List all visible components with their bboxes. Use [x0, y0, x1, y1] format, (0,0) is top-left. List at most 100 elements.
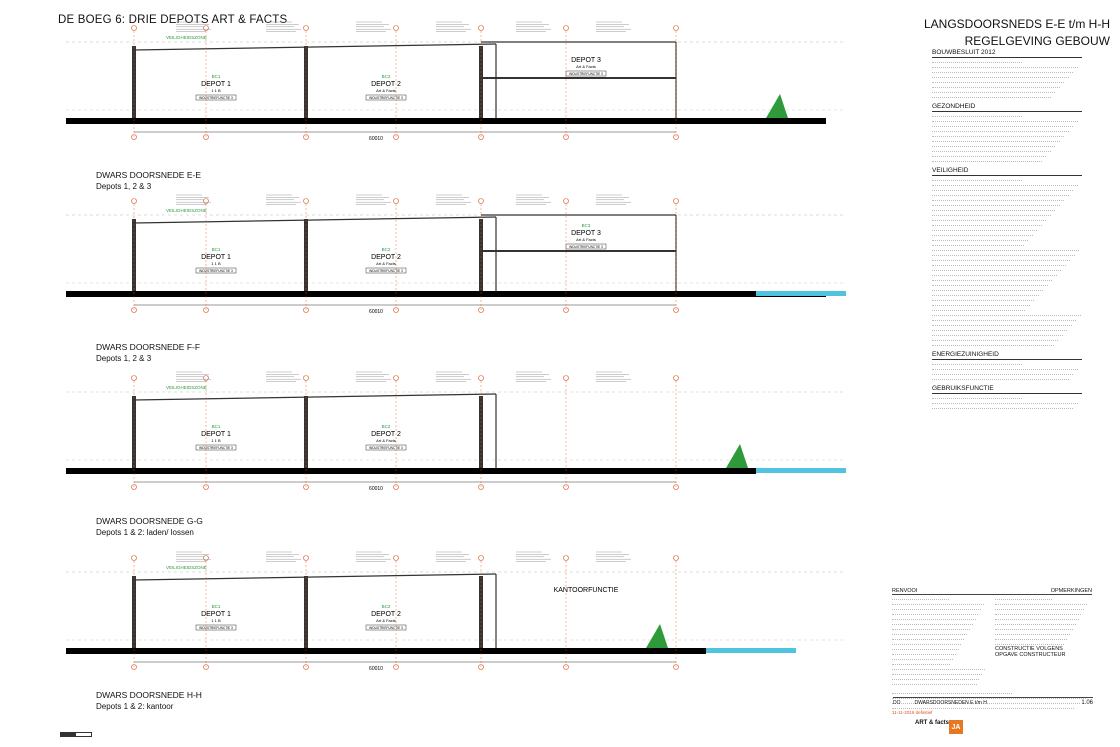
scale-bar: [60, 732, 92, 737]
text-line: [932, 148, 1051, 152]
grid-marker: [203, 664, 209, 670]
room-code: BC1: [212, 424, 221, 429]
text-line: [932, 272, 1057, 276]
title-block-number: 1.06: [1081, 700, 1093, 706]
text-line: [892, 606, 982, 610]
room-title: DEPOT 3: [571, 230, 601, 237]
ground-slab: [66, 118, 826, 124]
column: [132, 396, 136, 468]
text-line: [892, 616, 976, 620]
text-line: [995, 616, 1079, 620]
function-label: INDUSTRIEFUNCTIE 3: [369, 96, 403, 100]
room-code: BC2: [382, 424, 391, 429]
text-line: [932, 222, 1042, 226]
panel-lines: [932, 59, 1082, 98]
grid-marker: [393, 484, 399, 490]
function-label: INDUSTRIEFUNCTIE 3: [369, 626, 403, 630]
text-line: [892, 636, 965, 640]
text-line: [932, 227, 1037, 231]
grid-marker: [203, 307, 209, 313]
caption-title: DWARS DOORSNEDE F-F: [96, 342, 201, 352]
grid-marker: [303, 198, 309, 204]
grid-marker: [478, 198, 484, 204]
text-line: [892, 700, 1080, 704]
grid-marker: [131, 375, 137, 381]
text-line: [995, 596, 1052, 600]
text-line: [932, 202, 1060, 206]
text-line: [932, 153, 1046, 157]
column: [304, 46, 308, 118]
room-title: DEPOT 1: [201, 611, 231, 618]
grid-marker: [131, 664, 137, 670]
legend-note-1: CONSTRUCTIE VOLGENS: [995, 646, 1063, 652]
grid-marker: [303, 555, 309, 561]
text-line: [892, 626, 970, 630]
text-line: [892, 661, 950, 665]
dimension-total: 60010: [369, 486, 383, 492]
room-title: DEPOT 1: [201, 81, 231, 88]
ja-logo: JA: [949, 720, 963, 734]
function-box: [565, 243, 607, 250]
column: [132, 576, 136, 648]
text-line: [995, 641, 1065, 645]
grid-marker: [563, 484, 569, 490]
roof-line: [133, 216, 497, 224]
grid-marker: [673, 198, 679, 204]
function-label: INDUSTRIEFUNCTIE 3: [369, 446, 403, 450]
text-line: [932, 395, 1022, 399]
grid-marker: [393, 25, 399, 31]
caption-title: DWARS DOORSNEDE E-E: [96, 170, 202, 180]
grid-marker: [673, 307, 679, 313]
grid-marker: [563, 134, 569, 140]
room-sub: Art & Facts: [576, 64, 596, 69]
grid-marker: [563, 375, 569, 381]
sheet-subtitle: LANGSDOORSNEDS E-E t/m H-H REGELGEVING G…: [924, 16, 1110, 50]
grid-marker: [393, 375, 399, 381]
room-code: BC3: [582, 223, 591, 228]
column: [479, 219, 483, 291]
text-line: [932, 74, 1069, 78]
safety-zone-label: VEILIGHEIDSZONE: [166, 208, 207, 213]
text-line: [932, 371, 1073, 375]
text-line: [932, 187, 1073, 191]
grid-marker: [203, 484, 209, 490]
text-line: [932, 317, 1076, 321]
text-line: [932, 94, 1051, 98]
subtitle-line-2: REGELGEVING GEBOUW: [964, 34, 1110, 48]
room-code: BC2: [382, 604, 391, 609]
dimension-total: 60010: [369, 136, 383, 142]
panel-heading-veiligheid: VEILIGHEID: [932, 167, 1082, 176]
grid-marker: [131, 198, 137, 204]
legend-note-2: OPGAVE CONSTRUCTEUR: [995, 652, 1066, 658]
text-line: [932, 128, 1069, 132]
safety-zone-label: VEILIGHEIDSZONE: [166, 565, 207, 570]
text-line: [995, 626, 1073, 630]
column: [479, 576, 483, 648]
column: [479, 396, 483, 468]
text-line: [932, 332, 1063, 336]
text-line: [932, 287, 1043, 291]
section-svg: VEILIGHEIDSZONE BC1 DEPOT 11 1 B INDUSTRIEF…: [66, 551, 846, 672]
text-line: [892, 641, 962, 645]
text-line: [932, 89, 1055, 93]
grid-marker: [393, 134, 399, 140]
function-box: [195, 444, 237, 451]
text-line: [932, 247, 1079, 251]
regulations-panel: BOUWBESLUIT 2012 GEZONDHEID VEILIGHEID E…: [932, 44, 1082, 410]
grid-marker: [478, 484, 484, 490]
title-block-sheet: DWARSDOORSNEDEN E t/m H: [914, 700, 987, 706]
grid-marker: [673, 555, 679, 561]
text-line: [995, 636, 1068, 640]
sheet-title: DE BOEG 6: DRIE DEPOTS ART & FACTS: [58, 14, 288, 26]
text-line: [932, 322, 1072, 326]
room-sub: Art & Facts: [376, 261, 396, 266]
text-line: [995, 601, 1088, 605]
grid-marker: [303, 664, 309, 670]
text-line: [892, 596, 949, 600]
text-line: [932, 337, 1058, 341]
grid-marker: [393, 664, 399, 670]
